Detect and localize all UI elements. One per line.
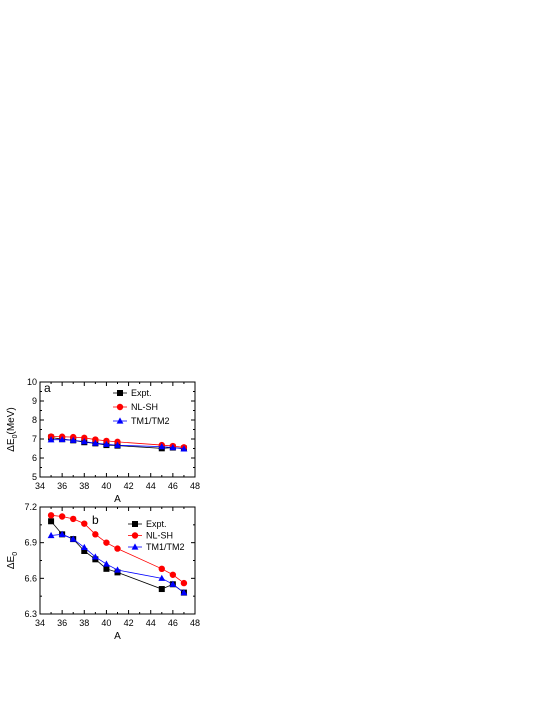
data-point [103,560,110,567]
x-tick-label: 36 [57,481,67,491]
x-tick-label: 42 [124,481,134,491]
legend-label: Expt. [131,388,152,398]
data-point [158,574,166,581]
data-point [81,520,88,527]
data-point [91,439,99,446]
data-point [80,438,88,445]
data-point [169,443,177,451]
x-tick-label: 38 [79,481,89,491]
legend-label: NL-SH [131,402,158,412]
data-point [103,565,110,572]
data-point [169,580,177,587]
data-point [69,436,77,443]
legend-marker [132,521,138,527]
x-tick-label: 40 [101,481,111,491]
data-point [47,531,55,539]
x-tick-label: 34 [35,618,45,628]
data-point [70,515,77,523]
x-tick-label: 46 [168,481,178,491]
chart-panel-a: 34 36 38 40 42 44 46 48 5 6 7 8 9 10 A ΔE0(MeV) a Expt. NL… [6,377,200,505]
data-point [114,566,121,573]
data-point [180,589,188,596]
legend-label: NL-SH [146,531,173,541]
data-point [69,535,77,542]
data-point [92,531,99,538]
series-line-nl-sh [51,514,185,584]
panel-label: b [92,513,99,527]
chart-panel-b: 34 36 38 40 42 44 46 48 6.3 6.6 6.9 7.2 A ΔE0 b Expt. NL… [6,502,200,642]
x-tick-label: 34 [35,481,45,491]
data-point [169,571,177,578]
y-tick-label: 6.6 [24,573,37,583]
plot-frame [39,506,196,615]
data-point [47,436,55,443]
x-tick-label: 42 [124,618,134,628]
data-point [103,539,110,546]
x-tick-label: 46 [168,618,178,628]
legend-marker [131,532,139,539]
data-point [158,443,166,450]
x-axis-label: A [114,494,121,505]
legend-marker [117,390,123,396]
data-point [103,440,110,447]
x-tick-label: 48 [190,618,200,628]
data-point [47,512,55,519]
data-point [48,518,55,525]
legend-marker [116,403,124,411]
x-tick-label: 36 [57,618,67,628]
series-line-tm1-tm2 [51,439,184,450]
data-point [114,545,121,552]
y-tick-label: 6 [32,453,37,463]
y-tick-label: 10 [27,377,37,387]
x-tick-label: 40 [101,618,111,628]
series-line-tm1-tm2 [51,533,185,593]
data-point [91,553,99,560]
y-tick-label: 7 [32,434,37,444]
legend-label: Expt. [146,519,167,529]
y-tick-label: 8 [32,415,37,425]
data-point [58,435,66,443]
x-axis-label: A [114,631,121,642]
data-point [158,565,165,573]
y-tick-label: 9 [32,396,37,406]
x-tick-label: 48 [190,481,200,491]
data-point [81,547,88,554]
data-point [114,441,121,448]
data-point [180,445,188,452]
x-tick-label: 44 [146,618,156,628]
panel-label: a [44,381,51,395]
data-point [80,543,88,551]
data-point [58,530,66,537]
data-point [180,579,188,587]
y-tick-label: 6.3 [24,609,37,619]
plot-frame [39,381,196,478]
x-tick-label: 38 [79,618,89,628]
data-point [81,434,88,442]
y-axis-label: ΔE0(MeV) [6,407,19,452]
x-tick-label: 44 [146,481,156,491]
legend-marker [116,417,124,424]
y-tick-label: 6.9 [24,538,37,548]
y-tick-label: 5 [32,472,37,482]
y-tick-label: 7.2 [24,502,37,512]
legend-label: TM1/TM2 [146,542,185,552]
data-point [58,513,66,520]
data-point [158,586,165,593]
legend-marker [131,543,139,550]
y-axis-label: ΔE0 [6,552,19,569]
legend-label: TM1/TM2 [131,416,170,426]
series-line-nl-sh [51,436,184,448]
data-point [92,436,99,443]
